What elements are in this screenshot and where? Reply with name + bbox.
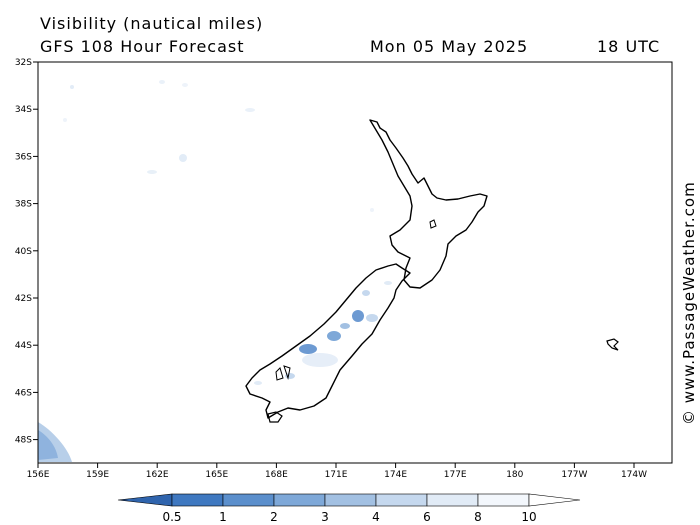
- map-frame: [37, 61, 673, 464]
- lon-label: 171E: [325, 470, 348, 480]
- legend-swatch: [222, 493, 275, 507]
- legend-swatch: [375, 493, 428, 507]
- legend-arrow-high: [528, 493, 581, 507]
- lat-label: 46S: [15, 388, 32, 398]
- lon-label: 177W: [561, 470, 587, 480]
- legend-label: 2: [270, 510, 278, 524]
- lon-label: 177E: [444, 470, 467, 480]
- visibility-legend: 0.5 1 2 3 4 6 8 10: [117, 493, 581, 524]
- map-title: Visibility (nautical miles): [40, 14, 264, 33]
- lon-label: 159E: [86, 470, 109, 480]
- lon-label: 165E: [205, 470, 228, 480]
- chatham-islands-outline: [606, 338, 619, 351]
- south-island-outline: [245, 263, 411, 419]
- legend-swatch: [273, 493, 326, 507]
- legend-label: 6: [423, 510, 431, 524]
- visibility-shading: [38, 80, 392, 462]
- legend-label: 8: [474, 510, 482, 524]
- lat-label: 34S: [15, 105, 32, 115]
- legend-swatch: [477, 493, 530, 507]
- legend-label: 0.5: [162, 510, 181, 524]
- legend-label: 3: [321, 510, 329, 524]
- lat-label: 48S: [15, 436, 32, 446]
- lon-label: 168E: [265, 470, 288, 480]
- legend-arrow-low: [117, 493, 173, 507]
- north-island-outline: [369, 119, 488, 289]
- forecast-time: 18 UTC: [597, 37, 661, 56]
- legend-swatch: [324, 493, 377, 507]
- lon-label: 174W: [621, 470, 647, 480]
- legend-label: 4: [372, 510, 380, 524]
- lon-label: 174E: [384, 470, 407, 480]
- latitude-axis: 32S 34S 36S 38S 40S 42S 44S 46S 48S: [15, 58, 38, 446]
- legend-label: 10: [521, 510, 536, 524]
- legend-swatch: [426, 493, 479, 507]
- forecast-subtitle: GFS 108 Hour Forecast: [40, 37, 245, 56]
- legend-label: 1: [219, 510, 227, 524]
- lat-label: 40S: [15, 247, 32, 257]
- lat-label: 38S: [15, 200, 32, 210]
- lon-label: 162E: [146, 470, 169, 480]
- lat-label: 44S: [15, 341, 32, 351]
- lat-label: 42S: [15, 294, 32, 304]
- legend-swatch: [171, 493, 224, 507]
- stewart-island-outline: [267, 411, 283, 423]
- longitude-axis: 156E 159E 162E 165E 168E 171E 174E 177E 180 177W 1…: [27, 463, 647, 480]
- lat-label: 36S: [15, 152, 32, 162]
- lon-label: 180: [506, 470, 523, 480]
- forecast-date: Mon 05 May 2025: [370, 37, 529, 56]
- lat-label: 32S: [15, 58, 32, 68]
- lon-label: 156E: [27, 470, 50, 480]
